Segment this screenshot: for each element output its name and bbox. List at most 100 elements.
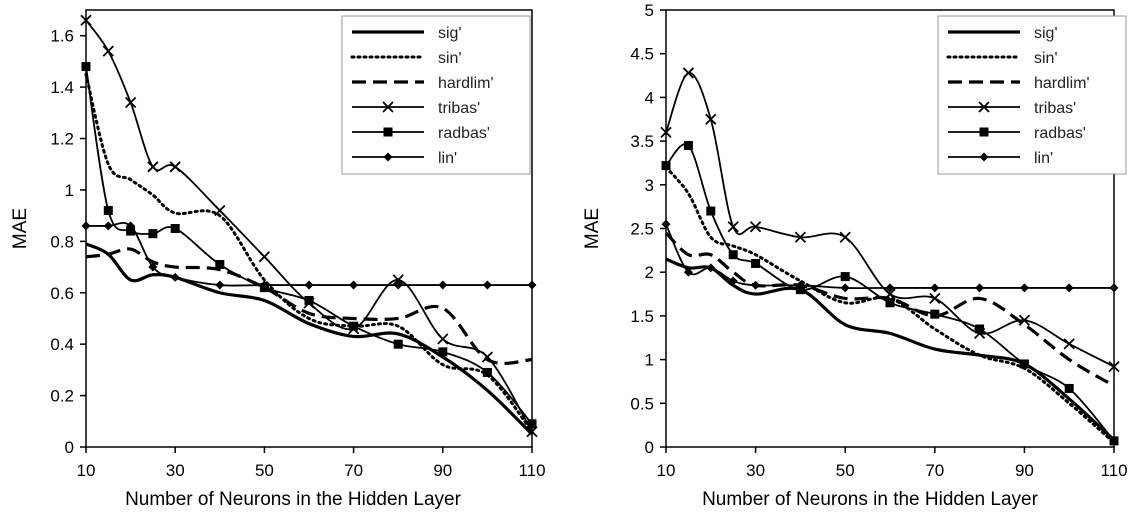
data-point [124,96,137,109]
data-point [215,280,225,290]
y-tick-label: 1.4 [50,78,74,97]
legend-label: lin' [438,150,457,167]
data-point [147,161,159,173]
data-point [438,347,448,357]
series-3 [80,14,538,438]
legend-marker [978,101,990,113]
legend-label: sin' [1034,50,1058,67]
data-point [170,272,180,282]
x-tick-label: 10 [657,461,676,480]
series-5 [81,221,537,290]
data-point [126,226,136,236]
series-0 [85,242,534,436]
data-point [975,283,985,293]
series-5 [661,219,1119,293]
data-point [840,283,850,293]
series-line [85,247,533,365]
data-point [437,333,449,345]
data-point [349,280,359,290]
data-point [527,419,537,429]
x-tick-label: 110 [518,461,545,480]
y-tick-label: 1 [645,351,654,370]
data-point [438,280,448,290]
data-point [930,283,940,293]
data-point [482,367,492,377]
legend-box [937,15,1127,175]
legend-label: radbas' [438,125,490,142]
data-point [706,206,716,216]
legend-marker [979,152,989,162]
data-point [304,280,314,290]
data-point [148,229,158,239]
series-line [665,143,1115,442]
data-point [304,295,314,305]
data-point [481,351,494,363]
y-tick-label: 0.4 [50,335,74,354]
series-line [664,231,1115,388]
data-point [683,267,693,277]
y-tick-label: 0.2 [50,387,74,406]
series-2 [664,231,1115,388]
y-axis-label: MAE [582,208,603,249]
data-point [727,221,739,233]
series-2 [85,247,533,365]
data-point [1109,436,1119,446]
legend-marker [383,152,393,162]
legend-label: sin' [438,50,462,67]
mae-line-chart-left: 0 0.2 0.4 0.6 0.8 1 1.2 1.4 1.6 10 30 50 70 90 110 Numb… [10,9,546,510]
data-point [749,221,762,233]
data-point [683,140,693,150]
y-tick-label: 2 [645,263,654,282]
data-point [885,283,895,293]
y-tick-label: 0.5 [630,394,654,413]
data-point [103,206,113,216]
data-point [661,161,671,171]
legend-label: hardlim' [1034,75,1090,92]
x-tick-label: 10 [77,461,96,480]
y-tick-label: 2.5 [630,220,654,239]
x-tick-label: 90 [433,461,452,480]
data-point [482,280,492,290]
data-point [795,280,805,290]
legend: sig' sin' hardlim' tribas' radbas' lin' [341,15,531,175]
x-tick-label: 70 [925,461,944,480]
data-point [1108,360,1120,373]
y-tick-label: 0 [645,438,654,457]
data-point [81,62,91,72]
x-tick-label: 90 [1015,461,1034,480]
data-point [393,339,403,349]
data-point [705,113,717,125]
data-point [930,309,940,319]
data-point [1064,283,1074,293]
data-point [840,272,850,282]
x-tick-label: 30 [746,461,765,480]
chart-panel-left: 0 0.2 0.4 0.6 0.8 1 1.2 1.4 1.6 10 30 50 70 90 110 Numb… [10,9,546,510]
x-tick-label: 50 [836,461,855,480]
x-tick-label: 110 [1100,461,1127,480]
data-point [975,324,985,334]
y-axis-label: MAE [10,208,31,249]
data-point [1063,338,1075,350]
legend-label: tribas' [1034,100,1076,117]
data-point [80,14,92,26]
y-tick-label: 3.5 [630,132,654,151]
legend: sig' sin' hardlim' tribas' radbas' lin' [937,15,1127,175]
data-point [169,161,181,173]
data-point [349,321,359,331]
data-point [1064,383,1074,393]
y-tick-label: 1.5 [630,307,654,326]
data-point [527,280,537,290]
data-point [1018,314,1031,326]
data-point [794,231,807,243]
data-point [81,221,91,231]
data-point [1019,283,1029,293]
data-point [706,263,716,273]
x-axis-label: Number of Neurons in the Hidden Layer [702,489,1039,510]
y-tick-label: 0 [65,438,74,457]
data-point [839,231,851,243]
chart-panel-right: 0 0.5 1 1.5 2 2.5 3 3.5 4 4.5 5 10 30 50 70 90 110 Number… [568,0,1136,515]
data-point [885,298,895,308]
legend-marker [383,127,393,137]
legend-label: hardlim' [438,75,494,92]
data-point [682,67,695,79]
